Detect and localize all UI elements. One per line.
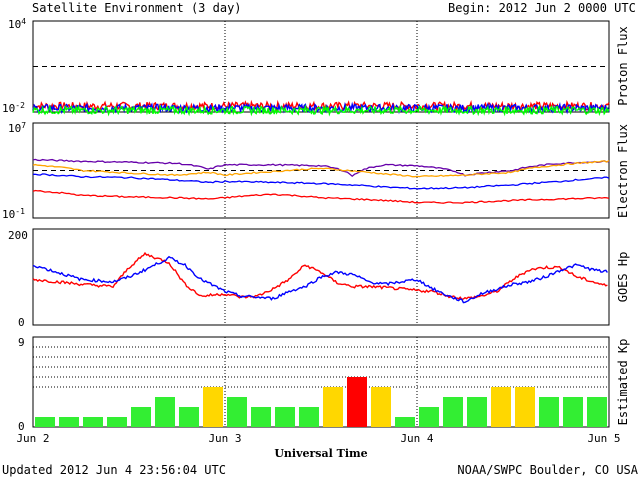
begin-label: Begin: 2012 Jun 2 0000 UTC	[448, 1, 636, 15]
goes-series-red	[32, 251, 608, 301]
goes-series-blue	[32, 255, 608, 304]
kp-bar	[59, 417, 79, 427]
kp-bar	[563, 397, 583, 427]
electron-series-orange	[32, 160, 610, 178]
kp-panel	[32, 336, 610, 428]
xtick-jun2: Jun 2	[16, 432, 49, 445]
electron-series-red	[32, 189, 610, 204]
kp-ytick-bottom: 0	[18, 420, 25, 433]
kp-ylabel: Estimated Kp	[616, 339, 630, 426]
kp-bar	[251, 407, 271, 427]
xtick-jun4: Jun 4	[400, 432, 433, 445]
kp-bar	[443, 397, 463, 427]
kp-bar	[83, 417, 103, 427]
proton-ytick-bottom: 10-2	[2, 101, 25, 115]
electron-ylabel: Electron Flux	[616, 124, 630, 218]
kp-bar	[131, 407, 151, 427]
electron-ytick-bottom: 10-1	[2, 207, 25, 221]
kp-bar	[515, 387, 535, 427]
kp-bar	[275, 407, 295, 427]
kp-bar	[371, 387, 391, 427]
kp-bar	[419, 407, 439, 427]
xtick-jun3: Jun 3	[208, 432, 241, 445]
kp-bar	[299, 407, 319, 427]
goes-ytick-bottom: 0	[18, 316, 25, 329]
electron-series-blue	[33, 173, 610, 190]
kp-bar	[491, 387, 511, 427]
kp-bar	[179, 407, 199, 427]
kp-bar	[323, 387, 343, 427]
x-axis-label: Universal Time	[274, 447, 367, 460]
proton-ylabel: Proton Flux	[616, 26, 630, 105]
xtick-jun5: Jun 5	[587, 432, 620, 445]
kp-bar	[587, 397, 607, 427]
electron-series-purple	[32, 158, 610, 178]
kp-bar	[539, 397, 559, 427]
kp-bar	[107, 417, 127, 427]
kp-bar	[227, 397, 247, 427]
goes-ytick-top: 200	[8, 229, 28, 242]
kp-bar	[467, 397, 487, 427]
kp-bar	[35, 417, 55, 427]
electron-ytick-top: 107	[8, 121, 26, 135]
kp-bar	[155, 397, 175, 427]
proton-series-green	[32, 104, 610, 117]
kp-bar	[395, 417, 415, 427]
updated-timestamp: Updated 2012 Jun 4 23:56:04 UTC	[2, 463, 226, 477]
goes-ylabel: GOES Hp	[616, 252, 630, 303]
goes-hp-panel	[32, 228, 610, 326]
kp-ytick-top: 9	[18, 336, 25, 349]
proton-ytick-top: 104	[8, 17, 26, 31]
chart-title: Satellite Environment (3 day)	[32, 1, 242, 15]
kp-bar	[203, 387, 223, 427]
kp-bar	[347, 377, 367, 427]
credit-label: NOAA/SWPC Boulder, CO USA	[457, 463, 638, 477]
